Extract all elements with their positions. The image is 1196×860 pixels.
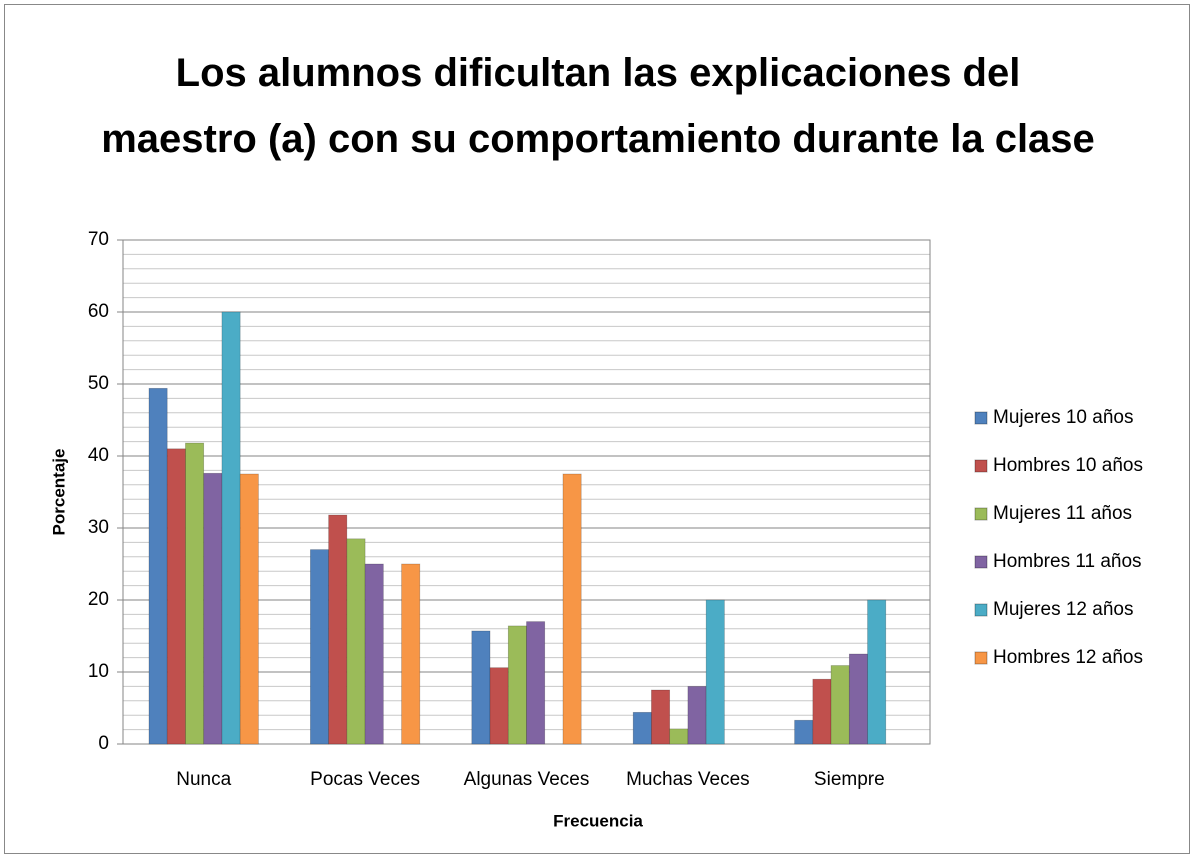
bar <box>830 665 850 745</box>
legend-swatch <box>974 507 988 521</box>
legend-swatch <box>974 459 988 473</box>
bar <box>507 625 527 745</box>
legend-label: Mujeres 11 años <box>993 503 1132 524</box>
legend-swatch <box>974 651 988 665</box>
bar <box>562 473 582 745</box>
legend-swatch <box>974 555 988 569</box>
y-tick-label: 20 <box>88 589 109 610</box>
bar <box>669 728 689 745</box>
y-tick-label: 30 <box>88 517 109 538</box>
y-tick-label: 50 <box>88 373 109 394</box>
chart-frame <box>4 4 1190 854</box>
y-tick-label: 70 <box>88 229 109 250</box>
legend-label: Hombres 11 años <box>993 551 1142 572</box>
x-tick-label: Pocas Veces <box>310 769 420 790</box>
bar <box>346 538 366 745</box>
y-tick-label: 10 <box>88 661 109 682</box>
bar <box>867 599 887 745</box>
bar <box>651 689 671 745</box>
bar <box>148 387 168 745</box>
y-tick-label: 40 <box>88 445 109 466</box>
bar <box>489 667 509 745</box>
bar <box>239 473 259 745</box>
legend-label: Mujeres 12 años <box>993 599 1133 620</box>
x-tick-label: Siempre <box>814 769 885 790</box>
y-tick-label: 60 <box>88 301 109 322</box>
x-tick-label: Nunca <box>176 769 231 790</box>
legend-swatch <box>974 411 988 425</box>
bar <box>687 686 707 745</box>
bar <box>401 563 421 745</box>
bar <box>364 563 384 745</box>
legend-label: Hombres 10 años <box>993 455 1143 476</box>
bar <box>794 719 814 745</box>
bar <box>848 653 868 745</box>
bar <box>185 442 205 745</box>
chart-title: Los alumnos dificultan las explicaciones… <box>101 51 1095 161</box>
bar <box>471 630 491 745</box>
bar <box>221 311 241 745</box>
bar <box>705 599 725 745</box>
bar <box>310 549 329 745</box>
legend-label: Hombres 12 años <box>993 647 1143 668</box>
bar <box>328 514 348 745</box>
x-tick-label: Muchas Veces <box>626 769 750 790</box>
x-axis-title: Frecuencia <box>553 811 643 830</box>
bar <box>632 711 652 745</box>
legend-swatch <box>974 603 988 617</box>
y-axis-title: Porcentaje <box>49 449 68 536</box>
x-tick-label: Algunas Veces <box>464 769 590 790</box>
bar <box>526 621 546 745</box>
bar <box>203 472 223 745</box>
legend-label: Mujeres 10 años <box>993 407 1133 428</box>
y-tick-label: 0 <box>98 733 109 754</box>
bar <box>812 678 832 745</box>
bar <box>166 448 186 745</box>
